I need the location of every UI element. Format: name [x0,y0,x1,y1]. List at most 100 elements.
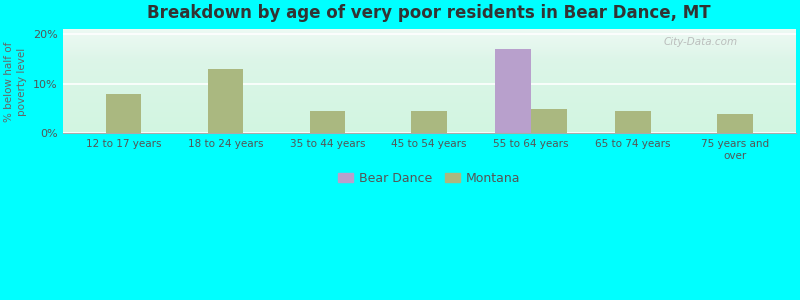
Bar [62,88,796,89]
Bar [62,116,796,117]
Bar [62,46,796,47]
Bar [62,117,796,118]
Bar [62,34,796,35]
Bar [717,114,753,134]
Bar [62,53,796,54]
Bar [62,103,796,104]
Y-axis label: % below half of
poverty level: % below half of poverty level [4,41,27,122]
Bar [62,83,796,84]
Bar [62,93,796,94]
Bar [62,112,796,113]
Bar [62,107,796,108]
Bar [531,109,566,134]
Bar [62,72,796,73]
Bar [62,48,796,49]
Bar [62,43,796,44]
Bar [62,80,796,81]
Bar [62,131,796,132]
Bar [62,69,796,70]
Bar [62,44,796,45]
Bar [62,106,796,107]
Bar [62,119,796,120]
Bar [62,70,796,71]
Bar [62,89,796,90]
Bar [62,94,796,95]
Bar [62,124,796,125]
Bar [62,79,796,80]
Bar [62,49,796,50]
Bar [62,62,796,63]
Bar [62,65,796,66]
Bar [62,81,796,82]
Bar [62,64,796,65]
Bar [62,38,796,39]
Bar [62,29,796,30]
Bar [62,40,796,41]
Bar [62,47,796,48]
Bar [62,71,796,72]
Bar [62,90,796,91]
Bar [62,76,796,77]
Bar [62,96,796,97]
Bar [62,74,796,75]
Bar [62,86,796,87]
Bar [62,56,796,57]
Bar [62,77,796,78]
Bar [62,115,796,116]
Bar [62,33,796,34]
Bar [62,130,796,131]
Bar [62,98,796,99]
Bar [495,49,531,134]
Bar [62,91,796,92]
Bar [62,51,796,52]
Bar [62,122,796,123]
Bar [62,61,796,62]
Bar [62,127,796,128]
Bar [62,36,796,37]
Bar [62,54,796,55]
Bar [62,102,796,103]
Bar [62,110,796,111]
Bar [106,94,142,134]
Bar [62,41,796,42]
Bar [62,97,796,98]
Bar [62,101,796,102]
Bar [62,75,796,76]
Bar [62,59,796,60]
Bar [62,114,796,115]
Bar [62,105,796,106]
Bar [62,129,796,130]
Bar [62,68,796,69]
Bar [62,111,796,112]
Bar [62,125,796,126]
Bar [310,111,345,134]
Bar [62,52,796,53]
Bar [62,55,796,56]
Bar [62,92,796,93]
Bar [62,108,796,109]
Bar [62,121,796,122]
Bar [62,31,796,32]
Bar [62,82,796,83]
Bar [62,37,796,38]
Bar [62,100,796,101]
Bar [62,35,796,36]
Bar [62,39,796,40]
Bar [62,104,796,105]
Text: City-Data.com: City-Data.com [663,37,738,47]
Bar [62,78,796,79]
Bar [62,128,796,129]
Bar [62,60,796,61]
Bar [62,67,796,68]
Bar [62,45,796,46]
Bar [62,30,796,31]
Bar [62,133,796,134]
Bar [62,57,796,58]
Bar [62,66,796,67]
Bar [62,63,796,64]
Bar [62,113,796,114]
Legend: Bear Dance, Montana: Bear Dance, Montana [333,167,526,190]
Bar [62,50,796,51]
Bar [62,120,796,121]
Bar [62,58,796,59]
